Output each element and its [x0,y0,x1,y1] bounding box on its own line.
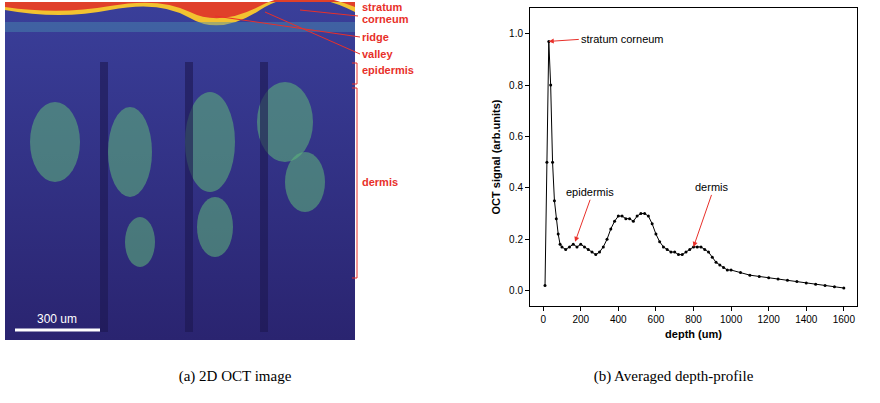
svg-text:ridge: ridge [362,31,389,43]
svg-text:dermis: dermis [695,181,729,193]
svg-text:1.0: 1.0 [509,28,523,39]
svg-text:dermis: dermis [362,176,398,188]
html-text:(a) 2D OCT image: (a) 2D OCT image [178,368,292,384]
svg-text:1000: 1000 [720,314,743,325]
svg-text:300 um: 300 um [37,312,77,326]
svg-text:epidermis: epidermis [566,186,614,198]
svg-text:0.8: 0.8 [509,80,523,91]
html-text:(b) Averaged depth-profile: (b) Averaged depth-profile [593,368,754,384]
svg-text:1200: 1200 [758,314,781,325]
svg-text:1400: 1400 [795,314,818,325]
svg-text:200: 200 [572,314,589,325]
svg-text:stratum corneum: stratum corneum [581,33,664,45]
svg-text:0.2: 0.2 [509,234,523,245]
svg-text:600: 600 [648,314,665,325]
svg-text:OCT signal (arb.units): OCT signal (arb.units) [490,99,502,214]
svg-text:valley: valley [362,48,393,60]
svg-text:400: 400 [610,314,627,325]
svg-text:epidermis: epidermis [362,64,414,76]
svg-text:1600: 1600 [833,314,856,325]
svg-text:800: 800 [685,314,702,325]
svg-text:0.4: 0.4 [509,182,523,193]
svg-text:0: 0 [540,314,546,325]
svg-text:0.0: 0.0 [509,285,523,296]
svg-text:0.6: 0.6 [509,131,523,142]
svg-text:depth (um): depth (um) [665,328,722,340]
svg-text:stratumcorneum: stratumcorneum [362,1,409,25]
